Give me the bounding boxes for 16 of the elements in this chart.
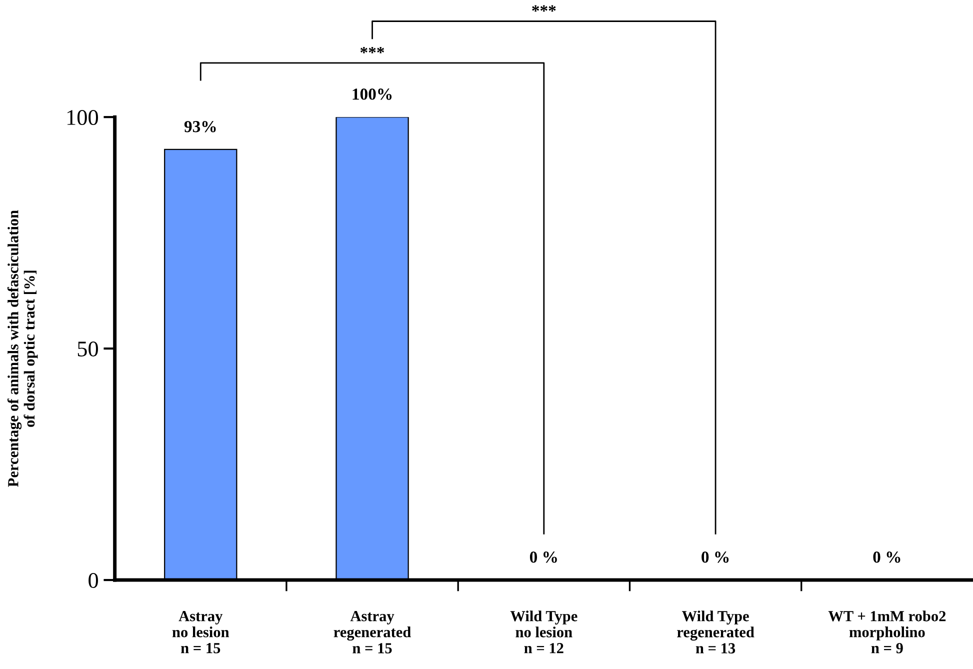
data-label: 0 % (530, 552, 557, 563)
y-tick-label: 0 (88, 572, 98, 588)
y-axis-title: Percentage of animals with defasciculation of dorsal optic tract [%] (7, 210, 38, 487)
data-label: 0 % (873, 552, 900, 563)
x-tick-label: Wild Type no lesion n = 12 (510, 610, 578, 654)
x-tick-label: Astray regenerated n = 15 (334, 611, 411, 654)
x-tick-label: Astray no lesion n = 15 (172, 611, 230, 654)
y-tick-label: 50 (78, 341, 98, 356)
data-label: 93% (184, 120, 216, 132)
data-label: 0 % (702, 552, 729, 563)
data-label: 100% (352, 88, 392, 100)
text: *** (360, 46, 384, 54)
x-tick-label: Wild Type regenerated n = 13 (677, 610, 754, 654)
text: *** (532, 5, 556, 12)
x-tick-label: WT + 1mM robo2 morpholino n = 9 (828, 610, 946, 654)
y-tick-label: 100 (67, 110, 98, 126)
